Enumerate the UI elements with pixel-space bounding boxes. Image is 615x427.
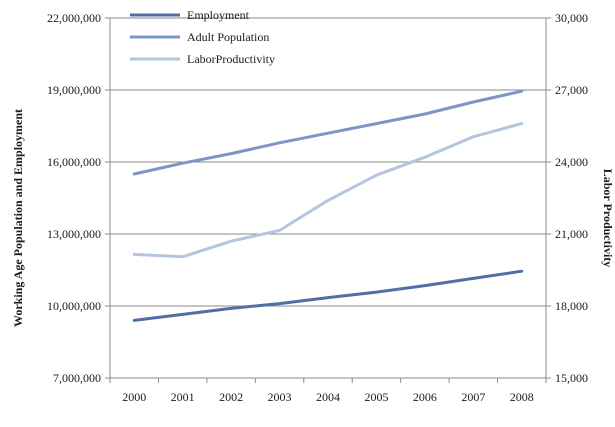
y-right-tick-label: 21,000	[555, 227, 588, 241]
y-right-axis-title: Labor Productivity	[601, 169, 615, 268]
x-tick-label: 2001	[171, 390, 195, 404]
legend: Employment Adult Population LaborProductiv…	[130, 8, 275, 66]
series-line-adult-population	[132, 89, 524, 176]
x-tick-label: 2004	[316, 390, 340, 404]
y-left-axis-title: Working Age Population and Employment	[11, 109, 25, 327]
x-tick-label: 2006	[413, 390, 437, 404]
y-left-tick-label: 7,000,000	[53, 371, 101, 385]
y-left-tick-label: 13,000,000	[47, 227, 101, 241]
x-tick-label: 2000	[122, 390, 146, 404]
y-left-tick-label: 19,000,000	[47, 83, 101, 97]
y-right-tick-label: 15,000	[555, 371, 588, 385]
series-lines	[132, 89, 524, 322]
axes	[105, 17, 551, 383]
y-left-tick-label: 22,000,000	[47, 11, 101, 25]
y-right-tick-label: 24,000	[555, 155, 588, 169]
legend-label: LaborProductivity	[187, 52, 275, 66]
y-left-tick-label: 10,000,000	[47, 299, 101, 313]
y-right-tick-label: 30,000	[555, 11, 588, 25]
legend-label: Adult Population	[187, 30, 269, 44]
y-right-tick-label: 18,000	[555, 299, 588, 313]
y-right-tick-label: 27,000	[555, 83, 588, 97]
series-line-employment	[132, 269, 524, 322]
series-line-laborproductivity	[132, 122, 524, 259]
x-tick-label: 2002	[219, 390, 243, 404]
x-tick-label: 2007	[461, 390, 485, 404]
x-tick-label: 2005	[364, 390, 388, 404]
legend-label: Employment	[187, 8, 250, 22]
y-left-tick-label: 16,000,000	[47, 155, 101, 169]
x-tick-label: 2003	[268, 390, 292, 404]
x-tick-label: 2008	[510, 390, 534, 404]
tick-labels: 7,000,000 15,000 10,000,000 18,000 13,000,00…	[47, 11, 588, 404]
